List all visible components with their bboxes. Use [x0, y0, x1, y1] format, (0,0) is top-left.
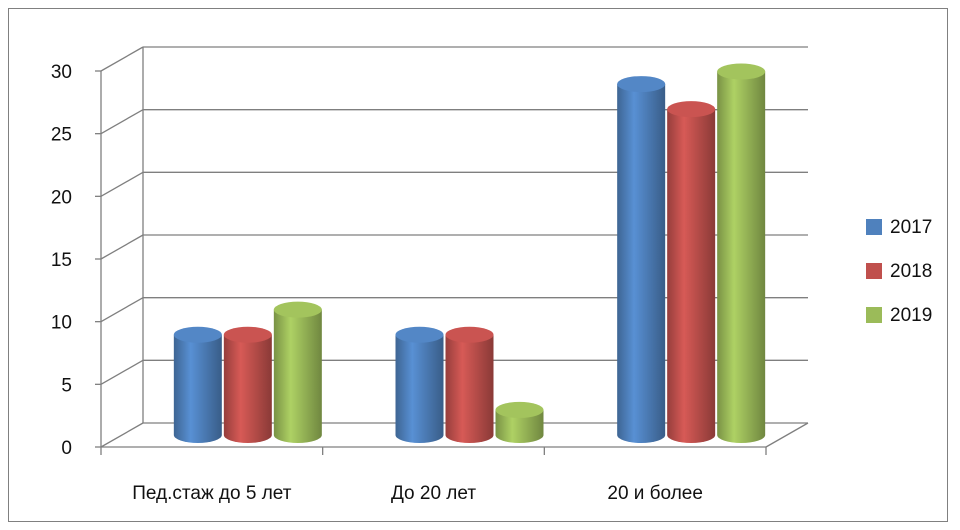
y-tick-label: 20: [51, 187, 72, 208]
legend-label: 2017: [890, 217, 932, 238]
y-tick-label: 5: [61, 375, 72, 396]
bar: [395, 334, 444, 443]
x-category-label: До 20 лет: [391, 483, 476, 504]
gridline-depth: [100, 171, 144, 197]
floor-edge: [765, 422, 809, 448]
gridline-depth: [100, 422, 144, 448]
bar: [495, 409, 544, 443]
gridline-depth: [100, 46, 144, 72]
bar-top: [445, 326, 494, 343]
x-category-label: 20 и более: [607, 483, 703, 504]
legend-label: 2019: [890, 305, 932, 326]
legend-swatch: [866, 219, 882, 235]
y-tick-label: 25: [51, 125, 72, 146]
bar: [273, 309, 322, 443]
bar-top: [495, 401, 544, 418]
legend-label: 2018: [890, 261, 932, 282]
bar: [667, 109, 716, 443]
legend: 2017 2018 2019: [866, 217, 932, 326]
bar-top: [273, 301, 322, 318]
bar-top: [395, 326, 444, 343]
bar-top: [667, 101, 716, 118]
bar-top: [717, 63, 766, 80]
bar-top: [223, 326, 272, 343]
y-tick-label: 30: [51, 62, 72, 83]
legend-swatch: [866, 307, 882, 323]
gridline-depth: [100, 234, 144, 260]
bar-top: [173, 326, 222, 343]
bar-layer: [173, 63, 766, 444]
x-category-label: Пед.стаж до 5 лет: [132, 483, 292, 504]
bar-top: [617, 76, 666, 93]
bar: [717, 71, 766, 444]
gridline-depth: [100, 359, 144, 385]
bar: [445, 334, 494, 443]
legend-swatch: [866, 263, 882, 279]
y-tick-label: 10: [51, 313, 72, 334]
y-tick-label: 15: [51, 250, 72, 271]
bar: [223, 334, 272, 443]
gridline-depth: [100, 297, 144, 323]
y-tick-label: 0: [61, 438, 72, 459]
bar: [173, 334, 222, 443]
axis-layer: 0 5 10 15 20 25 30 Пед.стаж до 5 лет До 20 лет 20…: [51, 62, 809, 504]
bar: [617, 84, 666, 444]
gridline-depth: [100, 109, 144, 135]
